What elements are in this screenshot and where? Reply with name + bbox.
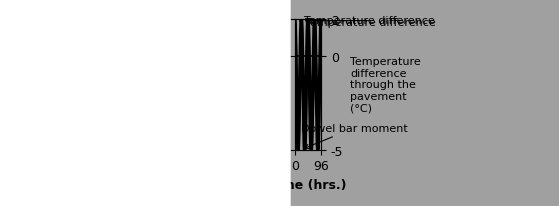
Text: Temperature difference: Temperature difference	[305, 18, 435, 27]
X-axis label: Time (hrs.): Time (hrs.)	[269, 178, 347, 191]
Y-axis label: Dowel bar
bending
moment
(N-m): Dowel bar bending moment (N-m)	[138, 63, 201, 107]
Y-axis label: Temperature
difference
through the
pavement
(°C): Temperature difference through the pavem…	[350, 57, 421, 113]
Text: Temperature difference: Temperature difference	[304, 16, 435, 26]
Text: Dowel bar moment: Dowel bar moment	[301, 123, 408, 149]
